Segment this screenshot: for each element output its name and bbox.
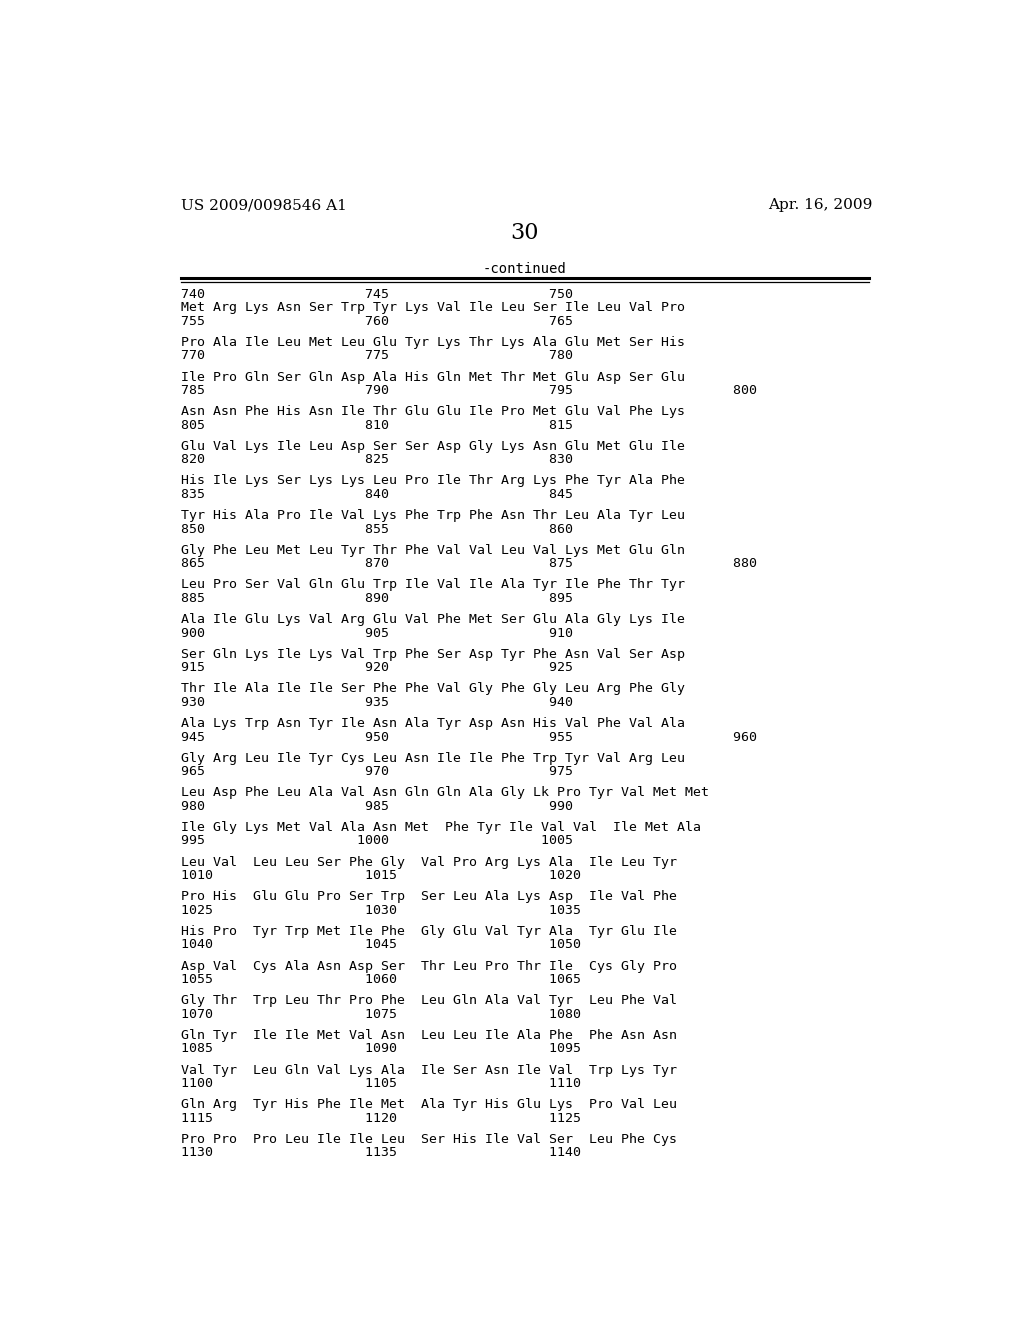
Text: Gln Tyr  Ile Ile Met Val Asn  Leu Leu Ile Ala Phe  Phe Asn Asn: Gln Tyr Ile Ile Met Val Asn Leu Leu Ile … (180, 1028, 677, 1041)
Text: Gly Thr  Trp Leu Thr Pro Phe  Leu Gln Ala Val Tyr  Leu Phe Val: Gly Thr Trp Leu Thr Pro Phe Leu Gln Ala … (180, 994, 677, 1007)
Text: Asn Asn Phe His Asn Ile Thr Glu Glu Ile Pro Met Glu Val Phe Lys: Asn Asn Phe His Asn Ile Thr Glu Glu Ile … (180, 405, 685, 418)
Text: 1070                   1075                   1080: 1070 1075 1080 (180, 1007, 581, 1020)
Text: 915                    920                    925: 915 920 925 (180, 661, 572, 675)
Text: Pro Pro  Pro Leu Ile Ile Leu  Ser His Ile Val Ser  Leu Phe Cys: Pro Pro Pro Leu Ile Ile Leu Ser His Ile … (180, 1133, 677, 1146)
Text: Pro His  Glu Glu Pro Ser Trp  Ser Leu Ala Lys Asp  Ile Val Phe: Pro His Glu Glu Pro Ser Trp Ser Leu Ala … (180, 890, 677, 903)
Text: 1010                   1015                   1020: 1010 1015 1020 (180, 869, 581, 882)
Text: 755                    760                    765: 755 760 765 (180, 314, 572, 327)
Text: Leu Pro Ser Val Gln Glu Trp Ile Val Ile Ala Tyr Ile Phe Thr Tyr: Leu Pro Ser Val Gln Glu Trp Ile Val Ile … (180, 578, 685, 591)
Text: His Ile Lys Ser Lys Lys Leu Pro Ile Thr Arg Lys Phe Tyr Ala Phe: His Ile Lys Ser Lys Lys Leu Pro Ile Thr … (180, 474, 685, 487)
Text: Ile Gly Lys Met Val Ala Asn Met  Phe Tyr Ile Val Val  Ile Met Ala: Ile Gly Lys Met Val Ala Asn Met Phe Tyr … (180, 821, 700, 834)
Text: 995                   1000                   1005: 995 1000 1005 (180, 834, 572, 847)
Text: 740                    745                    750: 740 745 750 (180, 288, 572, 301)
Text: 965                    970                    975: 965 970 975 (180, 766, 572, 779)
Text: -continued: -continued (483, 263, 566, 276)
Text: Met Arg Lys Asn Ser Trp Tyr Lys Val Ile Leu Ser Ile Leu Val Pro: Met Arg Lys Asn Ser Trp Tyr Lys Val Ile … (180, 301, 685, 314)
Text: Pro Ala Ile Leu Met Leu Glu Tyr Lys Thr Lys Ala Glu Met Ser His: Pro Ala Ile Leu Met Leu Glu Tyr Lys Thr … (180, 335, 685, 348)
Text: 930                    935                    940: 930 935 940 (180, 696, 572, 709)
Text: 1055                   1060                   1065: 1055 1060 1065 (180, 973, 581, 986)
Text: Ala Ile Glu Lys Val Arg Glu Val Phe Met Ser Glu Ala Gly Lys Ile: Ala Ile Glu Lys Val Arg Glu Val Phe Met … (180, 612, 685, 626)
Text: Leu Val  Leu Leu Ser Phe Gly  Val Pro Arg Lys Ala  Ile Leu Tyr: Leu Val Leu Leu Ser Phe Gly Val Pro Arg … (180, 855, 677, 869)
Text: Gly Arg Leu Ile Tyr Cys Leu Asn Ile Ile Phe Trp Tyr Val Arg Leu: Gly Arg Leu Ile Tyr Cys Leu Asn Ile Ile … (180, 751, 685, 764)
Text: 1130                   1135                   1140: 1130 1135 1140 (180, 1146, 581, 1159)
Text: 945                    950                    955                    960: 945 950 955 960 (180, 730, 757, 743)
Text: 30: 30 (511, 222, 539, 244)
Text: 1100                   1105                   1110: 1100 1105 1110 (180, 1077, 581, 1090)
Text: 1115                   1120                   1125: 1115 1120 1125 (180, 1111, 581, 1125)
Text: Val Tyr  Leu Gln Val Lys Ala  Ile Ser Asn Ile Val  Trp Lys Tyr: Val Tyr Leu Gln Val Lys Ala Ile Ser Asn … (180, 1064, 677, 1077)
Text: Thr Ile Ala Ile Ile Ser Phe Phe Val Gly Phe Gly Leu Arg Phe Gly: Thr Ile Ala Ile Ile Ser Phe Phe Val Gly … (180, 682, 685, 696)
Text: Apr. 16, 2009: Apr. 16, 2009 (768, 198, 872, 213)
Text: Gly Phe Leu Met Leu Tyr Thr Phe Val Val Leu Val Lys Met Glu Gln: Gly Phe Leu Met Leu Tyr Thr Phe Val Val … (180, 544, 685, 557)
Text: 820                    825                    830: 820 825 830 (180, 453, 572, 466)
Text: His Pro  Tyr Trp Met Ile Phe  Gly Glu Val Tyr Ala  Tyr Glu Ile: His Pro Tyr Trp Met Ile Phe Gly Glu Val … (180, 925, 677, 939)
Text: 770                    775                    780: 770 775 780 (180, 350, 572, 363)
Text: 805                    810                    815: 805 810 815 (180, 418, 572, 432)
Text: 1025                   1030                   1035: 1025 1030 1035 (180, 904, 581, 917)
Text: 980                    985                    990: 980 985 990 (180, 800, 572, 813)
Text: 785                    790                    795                    800: 785 790 795 800 (180, 384, 757, 397)
Text: Ile Pro Gln Ser Gln Asp Ala His Gln Met Thr Met Glu Asp Ser Glu: Ile Pro Gln Ser Gln Asp Ala His Gln Met … (180, 371, 685, 384)
Text: 885                    890                    895: 885 890 895 (180, 591, 572, 605)
Text: Leu Asp Phe Leu Ala Val Asn Gln Gln Ala Gly Lk Pro Tyr Val Met Met: Leu Asp Phe Leu Ala Val Asn Gln Gln Ala … (180, 787, 709, 800)
Text: US 2009/0098546 A1: US 2009/0098546 A1 (180, 198, 346, 213)
Text: Ala Lys Trp Asn Tyr Ile Asn Ala Tyr Asp Asn His Val Phe Val Ala: Ala Lys Trp Asn Tyr Ile Asn Ala Tyr Asp … (180, 717, 685, 730)
Text: 900                    905                    910: 900 905 910 (180, 627, 572, 640)
Text: 850                    855                    860: 850 855 860 (180, 523, 572, 536)
Text: Asp Val  Cys Ala Asn Asp Ser  Thr Leu Pro Thr Ile  Cys Gly Pro: Asp Val Cys Ala Asn Asp Ser Thr Leu Pro … (180, 960, 677, 973)
Text: 865                    870                    875                    880: 865 870 875 880 (180, 557, 757, 570)
Text: 1040                   1045                   1050: 1040 1045 1050 (180, 939, 581, 952)
Text: Glu Val Lys Ile Leu Asp Ser Ser Asp Gly Lys Asn Glu Met Glu Ile: Glu Val Lys Ile Leu Asp Ser Ser Asp Gly … (180, 440, 685, 453)
Text: 835                    840                    845: 835 840 845 (180, 488, 572, 502)
Text: Tyr His Ala Pro Ile Val Lys Phe Trp Phe Asn Thr Leu Ala Tyr Leu: Tyr His Ala Pro Ile Val Lys Phe Trp Phe … (180, 510, 685, 523)
Text: 1085                   1090                   1095: 1085 1090 1095 (180, 1043, 581, 1056)
Text: Ser Gln Lys Ile Lys Val Trp Phe Ser Asp Tyr Phe Asn Val Ser Asp: Ser Gln Lys Ile Lys Val Trp Phe Ser Asp … (180, 648, 685, 661)
Text: Gln Arg  Tyr His Phe Ile Met  Ala Tyr His Glu Lys  Pro Val Leu: Gln Arg Tyr His Phe Ile Met Ala Tyr His … (180, 1098, 677, 1111)
